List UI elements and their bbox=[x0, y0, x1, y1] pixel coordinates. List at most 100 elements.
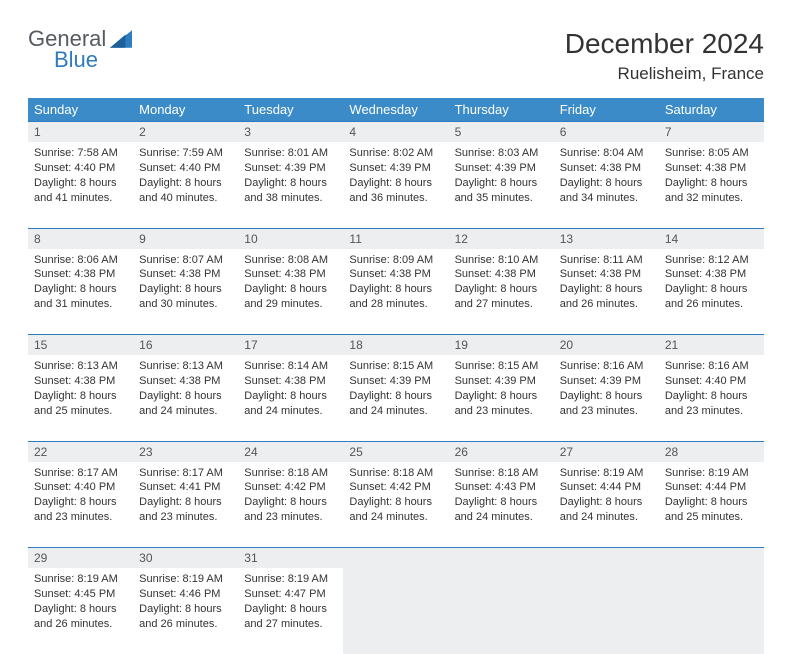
week-daynum-row: 891011121314 bbox=[28, 228, 764, 249]
day-number-cell bbox=[554, 548, 659, 569]
sunset-text: Sunset: 4:43 PM bbox=[455, 480, 548, 495]
day-number-cell: 29 bbox=[28, 548, 133, 569]
daylight-text: Daylight: 8 hours and 23 minutes. bbox=[455, 389, 548, 419]
sunrise-text: Sunrise: 8:18 AM bbox=[455, 466, 548, 481]
day-cell-content: Sunrise: 8:16 AMSunset: 4:39 PMDaylight:… bbox=[554, 355, 659, 424]
day-cell: Sunrise: 8:19 AMSunset: 4:44 PMDaylight:… bbox=[554, 462, 659, 548]
day-cell: Sunrise: 7:58 AMSunset: 4:40 PMDaylight:… bbox=[28, 142, 133, 228]
sunrise-text: Sunrise: 7:58 AM bbox=[34, 146, 127, 161]
day-number-cell: 14 bbox=[659, 228, 764, 249]
day-cell-content: Sunrise: 8:16 AMSunset: 4:40 PMDaylight:… bbox=[659, 355, 764, 424]
logo-triangle-icon bbox=[110, 30, 132, 48]
week-content-row: Sunrise: 7:58 AMSunset: 4:40 PM Daylight:… bbox=[28, 142, 764, 228]
sunset-text: Sunset: 4:45 PM bbox=[34, 587, 127, 602]
daylight-text: Daylight: 8 hours and 23 minutes. bbox=[560, 389, 653, 419]
day-cell-content: Sunrise: 8:03 AMSunset: 4:39 PMDaylight:… bbox=[449, 142, 554, 211]
day-number-cell: 10 bbox=[238, 228, 343, 249]
sunset-text: Sunset: 4:38 PM bbox=[560, 161, 653, 176]
week-daynum-row: 22232425262728 bbox=[28, 441, 764, 462]
day-cell: Sunrise: 8:18 AMSunset: 4:43 PMDaylight:… bbox=[449, 462, 554, 548]
empty-cell bbox=[554, 568, 659, 654]
sunrise-text: Sunrise: 8:11 AM bbox=[560, 253, 653, 268]
day-header: Wednesday bbox=[343, 98, 448, 122]
sunset-text: Sunset: 4:41 PM bbox=[139, 480, 232, 495]
day-cell: Sunrise: 8:01 AMSunset: 4:39 PMDaylight:… bbox=[238, 142, 343, 228]
day-cell-content: Sunrise: 8:01 AMSunset: 4:39 PMDaylight:… bbox=[238, 142, 343, 211]
day-number-cell: 12 bbox=[449, 228, 554, 249]
sunrise-text: Sunrise: 8:04 AM bbox=[560, 146, 653, 161]
day-number-cell: 22 bbox=[28, 441, 133, 462]
sunset-text: Sunset: 4:38 PM bbox=[139, 267, 232, 282]
day-cell: Sunrise: 8:12 AMSunset: 4:38 PMDaylight:… bbox=[659, 249, 764, 335]
day-header: Friday bbox=[554, 98, 659, 122]
day-cell: Sunrise: 8:17 AMSunset: 4:40 PMDaylight:… bbox=[28, 462, 133, 548]
day-cell-content: Sunrise: 8:02 AMSunset: 4:39 PMDaylight:… bbox=[343, 142, 448, 211]
day-number-cell: 31 bbox=[238, 548, 343, 569]
sunrise-text: Sunrise: 8:02 AM bbox=[349, 146, 442, 161]
day-number-cell: 16 bbox=[133, 335, 238, 356]
day-number-cell bbox=[449, 548, 554, 569]
day-cell-content: Sunrise: 7:58 AMSunset: 4:40 PMDaylight:… bbox=[28, 142, 133, 211]
sunrise-text: Sunrise: 8:10 AM bbox=[455, 253, 548, 268]
sunrise-text: Sunrise: 8:19 AM bbox=[560, 466, 653, 481]
day-cell: Sunrise: 8:15 AMSunset: 4:39 PMDaylight:… bbox=[343, 355, 448, 441]
page: General Blue December 2024 Ruelisheim, F… bbox=[0, 0, 792, 654]
sunrise-text: Sunrise: 8:08 AM bbox=[244, 253, 337, 268]
sunset-text: Sunset: 4:38 PM bbox=[349, 267, 442, 282]
day-number-cell: 24 bbox=[238, 441, 343, 462]
daylight-text: Daylight: 8 hours and 24 minutes. bbox=[349, 495, 442, 525]
day-number-cell: 6 bbox=[554, 122, 659, 143]
day-cell: Sunrise: 8:06 AMSunset: 4:38 PMDaylight:… bbox=[28, 249, 133, 335]
logo-text-block: General Blue bbox=[28, 28, 106, 71]
day-number-cell: 27 bbox=[554, 441, 659, 462]
day-cell-content: Sunrise: 8:15 AMSunset: 4:39 PMDaylight:… bbox=[449, 355, 554, 424]
day-header: Saturday bbox=[659, 98, 764, 122]
sunset-text: Sunset: 4:38 PM bbox=[244, 267, 337, 282]
daylight-text: Daylight: 8 hours and 26 minutes. bbox=[34, 602, 127, 632]
day-number-cell: 15 bbox=[28, 335, 133, 356]
week-content-row: Sunrise: 8:13 AMSunset: 4:38 PMDaylight:… bbox=[28, 355, 764, 441]
daylight-text: Daylight: 8 hours and 23 minutes. bbox=[34, 495, 127, 525]
day-number-cell: 1 bbox=[28, 122, 133, 143]
day-cell-content: Sunrise: 8:19 AMSunset: 4:47 PMDaylight:… bbox=[238, 568, 343, 637]
daylight-text: Daylight: 8 hours and 26 minutes. bbox=[560, 282, 653, 312]
daylight-text: Daylight: 8 hours and 30 minutes. bbox=[139, 282, 232, 312]
day-number-cell: 11 bbox=[343, 228, 448, 249]
sunset-text: Sunset: 4:46 PM bbox=[139, 587, 232, 602]
day-number-cell: 9 bbox=[133, 228, 238, 249]
sunset-text: Sunset: 4:40 PM bbox=[34, 161, 127, 176]
sunrise-text: Sunrise: 8:15 AM bbox=[455, 359, 548, 374]
sunrise-text: Sunrise: 8:03 AM bbox=[455, 146, 548, 161]
logo: General Blue bbox=[28, 28, 132, 71]
sunset-text: Sunset: 4:39 PM bbox=[349, 374, 442, 389]
day-cell-content: Sunrise: 8:17 AMSunset: 4:40 PMDaylight:… bbox=[28, 462, 133, 531]
sunrise-text: Sunrise: 8:06 AM bbox=[34, 253, 127, 268]
empty-cell bbox=[659, 568, 764, 654]
sunrise-text: Sunrise: 8:19 AM bbox=[244, 572, 337, 587]
day-cell-content: Sunrise: 8:19 AMSunset: 4:44 PMDaylight:… bbox=[659, 462, 764, 531]
sunset-text: Sunset: 4:39 PM bbox=[560, 374, 653, 389]
week-content-row: Sunrise: 8:19 AMSunset: 4:45 PMDaylight:… bbox=[28, 568, 764, 654]
day-cell: Sunrise: 8:04 AMSunset: 4:38 PMDaylight:… bbox=[554, 142, 659, 228]
sunset-text: Sunset: 4:38 PM bbox=[34, 374, 127, 389]
day-cell: Sunrise: 8:18 AMSunset: 4:42 PMDaylight:… bbox=[238, 462, 343, 548]
day-number-cell: 17 bbox=[238, 335, 343, 356]
sunset-text: Sunset: 4:40 PM bbox=[34, 480, 127, 495]
day-cell-content: Sunrise: 8:07 AMSunset: 4:38 PMDaylight:… bbox=[133, 249, 238, 318]
daylight-text: Daylight: 8 hours and 25 minutes. bbox=[34, 389, 127, 419]
daylight-text: Daylight: 8 hours and 36 minutes. bbox=[349, 176, 442, 206]
daylight-text: Daylight: 8 hours and 27 minutes. bbox=[244, 602, 337, 632]
day-number-cell: 28 bbox=[659, 441, 764, 462]
logo-word-blue: Blue bbox=[54, 49, 106, 71]
sunrise-text: Sunrise: 8:17 AM bbox=[139, 466, 232, 481]
day-cell: Sunrise: 8:19 AMSunset: 4:44 PMDaylight:… bbox=[659, 462, 764, 548]
daylight-text: Daylight: 8 hours and 25 minutes. bbox=[665, 495, 758, 525]
header: General Blue December 2024 Ruelisheim, F… bbox=[28, 28, 764, 84]
daylight-text: Daylight: 8 hours and 31 minutes. bbox=[34, 282, 127, 312]
day-header: Thursday bbox=[449, 98, 554, 122]
sunrise-text: Sunrise: 7:59 AM bbox=[139, 146, 232, 161]
day-cell-content: Sunrise: 8:05 AMSunset: 4:38 PMDaylight:… bbox=[659, 142, 764, 211]
sunrise-text: Sunrise: 8:14 AM bbox=[244, 359, 337, 374]
day-number-cell: 5 bbox=[449, 122, 554, 143]
day-cell-content: Sunrise: 8:18 AMSunset: 4:42 PMDaylight:… bbox=[343, 462, 448, 531]
